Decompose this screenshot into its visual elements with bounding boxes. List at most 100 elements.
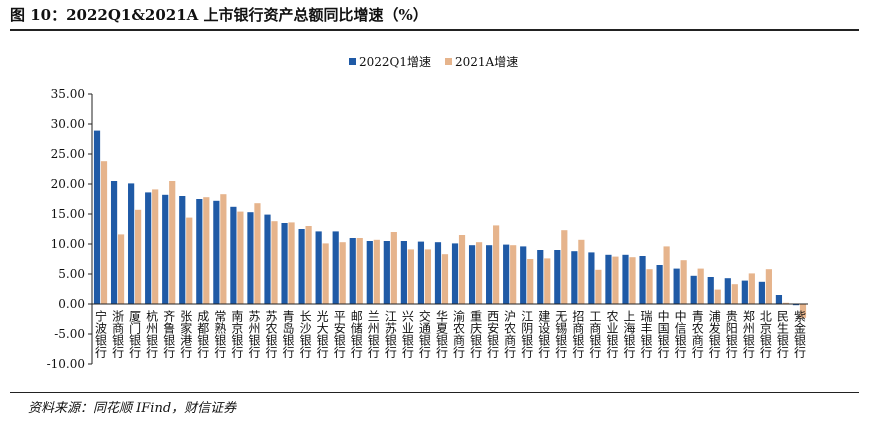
bar-2021a — [322, 243, 329, 304]
legend-swatch-2022q1 — [349, 58, 356, 65]
bar-2021a — [561, 230, 568, 304]
bar-2022q1 — [758, 281, 765, 304]
bar-2022q1 — [520, 246, 527, 304]
bar-2022q1 — [230, 206, 237, 304]
bar-2021a — [339, 242, 346, 304]
bar-2021a — [373, 239, 380, 304]
bar-2021a — [407, 249, 414, 304]
bar-2022q1 — [434, 242, 442, 304]
x-tick-label: 长沙银行 — [298, 310, 312, 358]
bar-2021a — [782, 302, 790, 304]
bar-2022q1 — [605, 254, 612, 304]
bar-2021a — [544, 258, 551, 304]
y-tick-label: 25.00 — [51, 147, 85, 161]
bar-2021a — [203, 197, 210, 304]
bar-2022q1 — [128, 183, 135, 304]
bar-2021a — [578, 239, 585, 304]
bar-2022q1 — [383, 241, 390, 304]
bar-2022q1 — [281, 223, 288, 304]
x-tick-label: 沪农商行 — [503, 310, 517, 358]
y-tick-label: -5.00 — [54, 327, 85, 341]
x-tick-label: 常熟银行 — [213, 310, 227, 358]
bar-2022q1 — [537, 250, 544, 304]
bar-2021a — [152, 189, 159, 304]
bar-2022q1 — [554, 250, 561, 304]
bar-2022q1 — [451, 243, 459, 304]
x-tick-label: 渝农商行 — [452, 309, 466, 358]
x-tick-label: 厦门银行 — [128, 310, 142, 358]
x-tick-label: 兰州银行 — [366, 310, 380, 358]
bar-2022q1 — [503, 244, 510, 304]
bar-2022q1 — [162, 194, 169, 304]
bar-2021a — [117, 234, 125, 304]
bar-2021a — [527, 259, 534, 304]
x-tick-label: 苏州银行 — [247, 310, 261, 358]
bar-2022q1 — [332, 231, 339, 304]
bar-2021a — [663, 246, 670, 304]
bar-2022q1 — [213, 200, 220, 304]
bar-2022q1 — [145, 192, 152, 304]
x-tick-label: 华夏银行 — [434, 310, 448, 358]
bar-2022q1 — [417, 241, 425, 304]
bar-2022q1 — [400, 241, 407, 304]
x-tick-label: 建设银行 — [537, 310, 551, 358]
bar-2021a — [697, 268, 704, 304]
bar-2022q1 — [179, 196, 186, 304]
y-tick-label: 10.00 — [51, 237, 85, 251]
bar-2021a — [390, 232, 397, 304]
legend: 2022Q1增速 2021A增速 — [349, 55, 518, 69]
x-tick-label: 工商银行 — [588, 310, 602, 358]
y-tick-label: 0.00 — [58, 297, 85, 311]
y-tick-label: -10.00 — [47, 357, 85, 371]
bar-2022q1 — [673, 268, 680, 304]
bar-2022q1 — [588, 252, 595, 304]
bar-2021a — [254, 203, 261, 304]
bar-2022q1 — [468, 245, 476, 304]
bar-2021a — [493, 225, 500, 304]
x-tick-label: 西安银行 — [486, 310, 500, 358]
bar-2021a — [135, 209, 142, 304]
y-tick-label: 35.00 — [51, 87, 85, 101]
bar-2022q1 — [792, 304, 800, 306]
x-tick-label: 江阴银行 — [520, 310, 534, 358]
bar-2021a — [765, 269, 772, 304]
x-tick-label: 浦发银行 — [707, 310, 721, 358]
y-tick-label: 30.00 — [51, 117, 85, 131]
bar-2022q1 — [639, 256, 646, 304]
bar-2021a — [100, 161, 108, 304]
bar-2022q1 — [690, 275, 697, 304]
x-tick-label: 重庆银行 — [469, 310, 483, 358]
bar-2022q1 — [110, 181, 118, 304]
x-tick-label: 招商银行 — [571, 310, 585, 358]
bar-2022q1 — [741, 280, 748, 304]
x-tick-label: 紫金银行 — [792, 310, 806, 358]
bar-2022q1 — [349, 238, 356, 304]
bar-2021a — [475, 242, 483, 304]
bar-2022q1 — [622, 254, 629, 304]
bar-2021a — [714, 289, 721, 304]
bar-2021a — [646, 269, 653, 304]
x-tick-label: 交通银行 — [417, 309, 431, 358]
bar-2021a — [441, 254, 449, 304]
bar-2021a — [288, 222, 295, 304]
legend-label-2021a: 2021A增速 — [455, 55, 518, 69]
bar-2022q1 — [486, 245, 493, 304]
x-tick-label: 平安银行 — [332, 310, 346, 358]
x-tick-label: 苏农银行 — [264, 310, 278, 358]
footer-rule — [10, 392, 859, 393]
x-tick-label: 中国银行 — [656, 309, 670, 358]
bar-2021a — [680, 260, 687, 304]
source-note: 资料来源：同花顺 IFind，财信证券 — [28, 401, 237, 416]
x-tick-label: 民生银行 — [775, 310, 789, 358]
x-tick-label: 邮储银行 — [349, 310, 363, 358]
bar-2021a — [271, 221, 278, 304]
x-tick-label: 青岛银行 — [281, 310, 295, 358]
bar-2021a — [169, 181, 176, 304]
bar-2021a — [220, 194, 227, 304]
bar-2022q1 — [571, 251, 578, 304]
bar-2021a — [748, 273, 755, 304]
bar-chart: 2022Q1增速 2021A增速 35.00 30.00 25.00 20.00 15.… — [47, 55, 808, 371]
x-tick-label: 齐鲁银行 — [162, 309, 176, 358]
bar-2022q1 — [93, 130, 101, 304]
bar-2022q1 — [315, 231, 322, 304]
